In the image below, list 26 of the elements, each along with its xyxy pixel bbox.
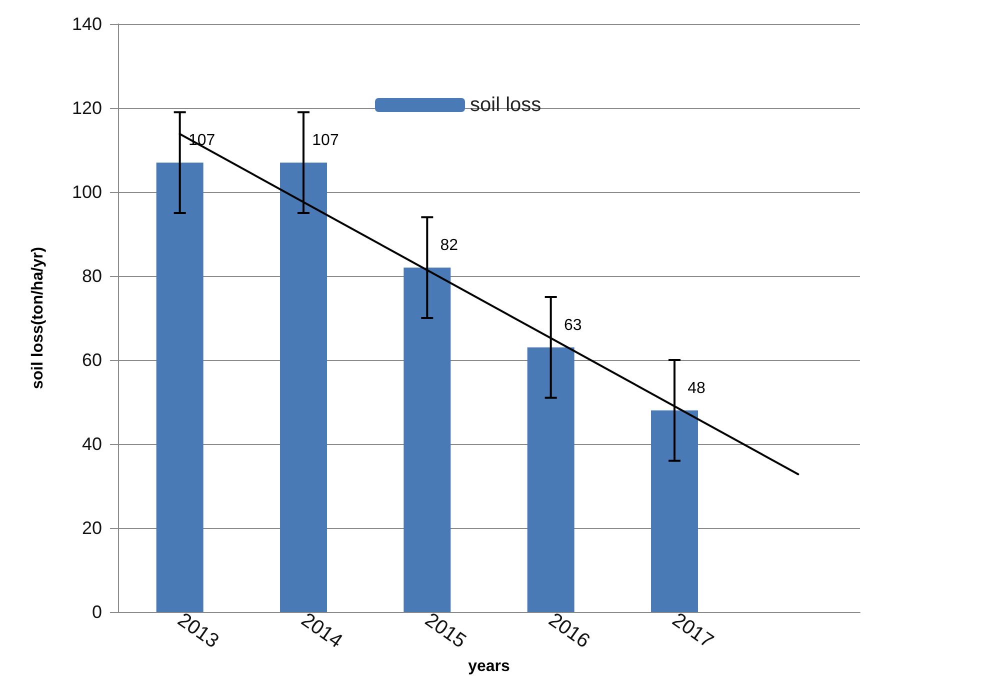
bar — [651, 410, 698, 612]
y-tick-label: 80 — [82, 266, 102, 286]
y-tick-label: 140 — [72, 14, 102, 34]
y-tick-label: 0 — [92, 602, 102, 622]
bar — [280, 162, 327, 612]
x-tick-label: 2015 — [420, 608, 470, 653]
x-tick-label: 2013 — [174, 608, 223, 653]
x-axis-title: years — [468, 658, 510, 675]
data-label: 107 — [188, 132, 216, 150]
y-axis-title: soil loss(ton/ha/yr) — [30, 246, 46, 390]
y-tick-label: 40 — [82, 434, 102, 454]
x-tick-label: 2014 — [297, 608, 346, 653]
bar — [404, 268, 451, 612]
y-tick-label: 60 — [82, 350, 102, 370]
data-label: 107 — [312, 132, 339, 150]
y-tick-label: 120 — [72, 98, 102, 118]
y-tick-label: 20 — [82, 518, 102, 538]
data-label: 48 — [688, 380, 706, 397]
data-label: 63 — [564, 316, 582, 334]
x-tick-label: 2017 — [668, 608, 718, 653]
x-tick-label: 2016 — [544, 608, 594, 653]
data-label: 82 — [440, 237, 458, 254]
bar — [527, 347, 574, 612]
legend-label: soil loss — [470, 94, 542, 116]
bar — [156, 162, 204, 612]
y-tick-label: 100 — [72, 182, 102, 202]
